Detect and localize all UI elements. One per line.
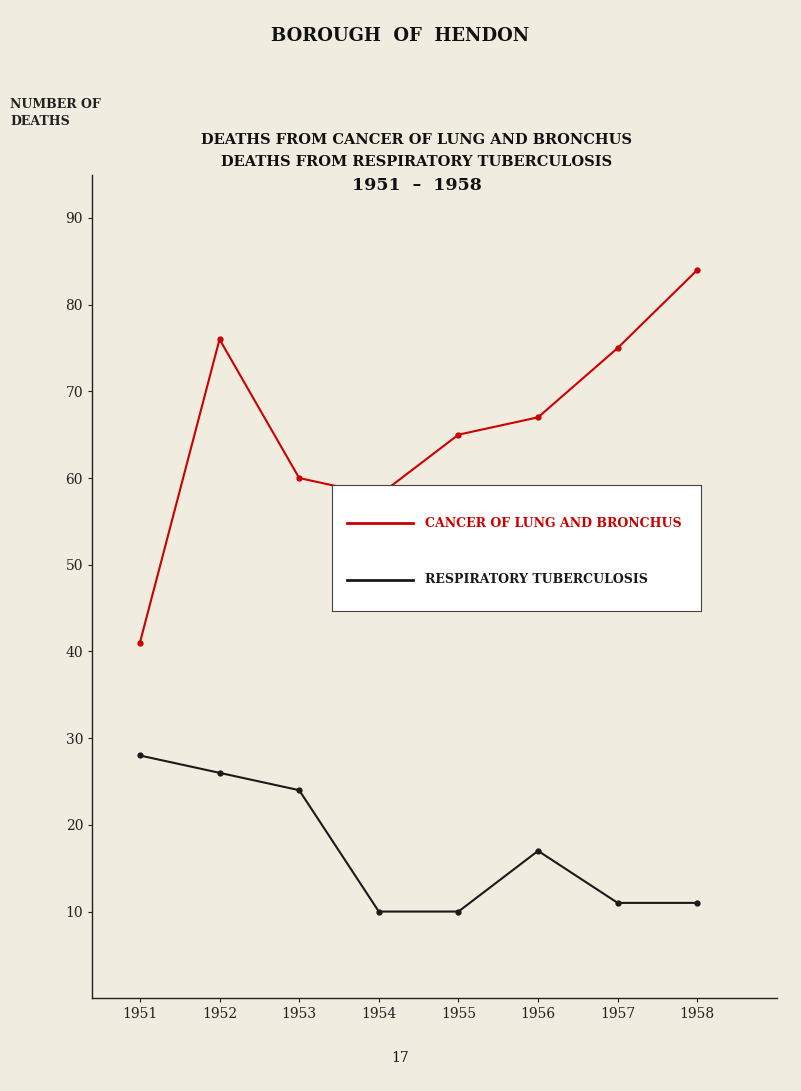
Text: DEATHS: DEATHS: [10, 115, 70, 128]
Text: CANCER OF LUNG AND BRONCHUS: CANCER OF LUNG AND BRONCHUS: [425, 517, 681, 529]
Text: 17: 17: [392, 1052, 409, 1065]
Text: DEATHS FROM RESPIRATORY TUBERCULOSIS: DEATHS FROM RESPIRATORY TUBERCULOSIS: [221, 155, 612, 169]
Text: NUMBER OF: NUMBER OF: [10, 98, 101, 111]
Text: DEATHS FROM CANCER OF LUNG AND BRONCHUS: DEATHS FROM CANCER OF LUNG AND BRONCHUS: [201, 133, 632, 147]
Text: BOROUGH  OF  HENDON: BOROUGH OF HENDON: [272, 27, 529, 45]
Text: RESPIRATORY TUBERCULOSIS: RESPIRATORY TUBERCULOSIS: [425, 573, 647, 586]
Text: 1951  –  1958: 1951 – 1958: [352, 177, 481, 194]
